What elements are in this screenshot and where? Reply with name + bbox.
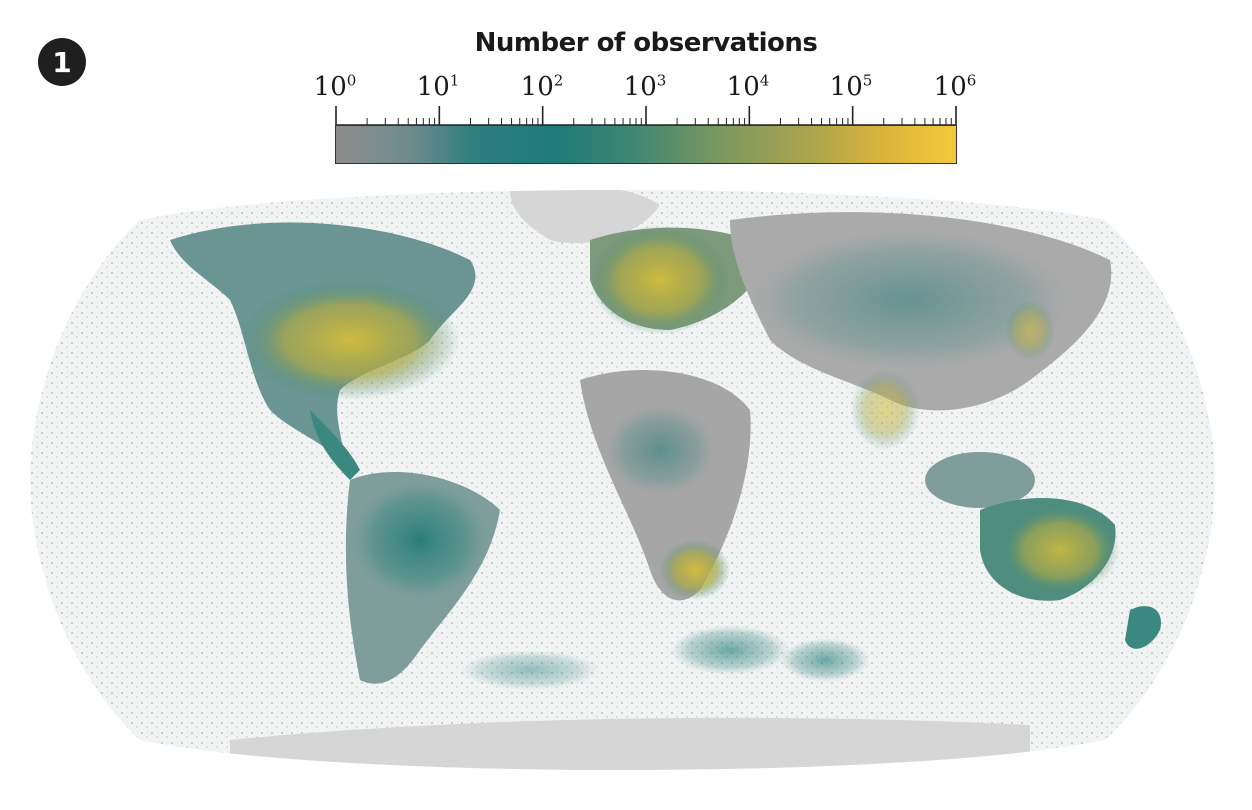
- colorbar: [335, 125, 957, 164]
- tick-label-5: 105: [829, 71, 873, 102]
- greenland: [510, 190, 660, 243]
- tick-label-2: 102: [520, 71, 564, 102]
- antarctica: [230, 717, 1030, 770]
- tick-label-4: 104: [726, 71, 770, 102]
- world-map: [30, 190, 1215, 770]
- tick-label-0: 100: [313, 71, 357, 102]
- tick-label-3: 103: [623, 71, 667, 102]
- panel-number-badge: 1: [38, 38, 86, 86]
- tick-label-1: 101: [416, 71, 460, 102]
- colorbar-axis: [335, 106, 957, 126]
- tick-label-6: 106: [933, 71, 977, 102]
- legend-title: Number of observations: [474, 28, 818, 58]
- panel-number: 1: [52, 45, 72, 79]
